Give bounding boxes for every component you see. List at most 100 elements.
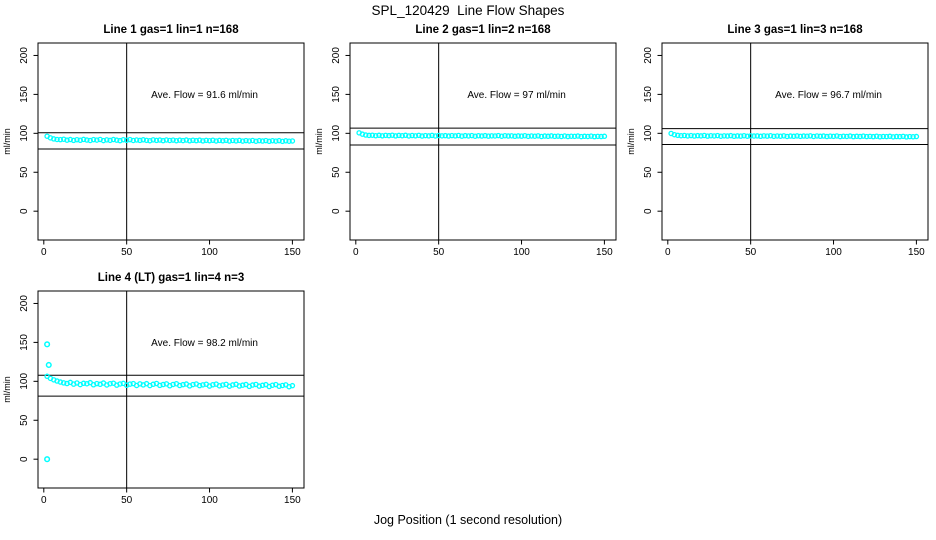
data-point [54,136,60,143]
data-point [492,133,498,139]
data-point [259,138,266,144]
data-point [880,133,887,140]
data-point [396,132,402,139]
panel-title: Line 3 gas=1 lin=3 n=168 [727,24,863,36]
data-point [820,133,827,139]
data-point [140,137,146,143]
data-point [505,133,512,139]
data-point [834,133,840,139]
data-point [259,382,266,389]
data-point [681,132,688,139]
data-point [279,382,286,389]
data-point [435,132,442,139]
data-point [180,137,186,144]
data-point [502,132,508,139]
data-point [518,133,525,139]
data-point [442,132,449,139]
data-point [601,133,608,140]
data-point [863,133,870,140]
data-point [678,132,684,139]
data-point [475,132,482,139]
data-point [173,137,180,144]
data-point [688,132,694,139]
y-tick-label: 100 [643,125,654,142]
data-point [279,138,286,145]
data-point [708,132,714,139]
data-point [771,133,777,140]
x-tick-label: 150 [908,247,925,258]
data-point [392,133,399,139]
data-point [777,133,784,139]
x-tick-label: 100 [513,247,530,258]
data-point [80,380,87,387]
data-point [176,137,183,143]
data-point [684,133,691,139]
data-point [432,133,439,139]
data-point [595,133,601,140]
y-tick-label: 50 [643,166,654,178]
data-point [362,132,369,138]
data-point [731,133,737,140]
data-point [216,137,223,144]
data-point [498,133,505,139]
data-point [565,133,571,140]
data-point [402,132,409,139]
data-point [256,137,263,144]
data-point [180,381,186,388]
data-point [273,138,279,144]
data-point [429,132,435,139]
data-point [170,137,176,143]
data-point [412,133,419,139]
data-point [824,133,830,140]
data-point [210,137,216,144]
data-point [439,133,445,139]
data-point [515,133,521,139]
data-point [150,381,156,388]
data-point [873,133,880,139]
data-point [551,133,558,140]
data-point [698,133,704,139]
y-axis-label: ml/min [626,128,636,155]
panel-plot-svg: 0 50 100 150 0 50 100 150 200 ml/min Line 4 (LT) g… [2,272,305,506]
data-point [704,133,711,139]
data-point [359,131,366,137]
data-point [94,137,100,143]
data-point [276,137,282,144]
data-point [591,133,598,140]
data-point [425,133,432,139]
plot-box [661,42,929,241]
data-point [289,382,296,389]
data-point [807,133,814,139]
data-point [711,133,717,139]
data-point [907,133,913,140]
data-point [100,137,107,144]
y-axis-label: ml/min [2,128,12,155]
data-point [817,133,824,140]
data-point [548,133,555,139]
data-point [372,132,379,139]
data-point [409,132,415,139]
data-point [249,382,256,388]
data-point [236,137,243,144]
panel-line-2: 0 50 100 150 0 50 100 150 200 ml/min Line 2 gas=1 … [312,20,624,270]
panel-plot-svg: 0 50 100 150 0 50 100 150 200 ml/min Line 3 gas=1 … [626,24,929,258]
data-point [233,138,239,144]
data-point [87,137,93,144]
data-point [508,133,515,139]
data-point [113,137,120,143]
data-point [246,138,253,144]
data-point [761,133,767,139]
data-point [525,133,531,140]
data-point [585,133,591,140]
data-point [382,132,389,139]
data-point [781,133,787,139]
data-point [196,382,203,389]
data-point [867,133,873,140]
ave-flow-annotation: Ave. Flow = 97 ml/min [467,90,565,101]
data-point [472,133,478,139]
data-point [406,133,412,139]
data-point [419,133,425,139]
data-point [860,133,867,139]
y-tick-label: 200 [643,47,654,64]
data-point [80,136,87,143]
